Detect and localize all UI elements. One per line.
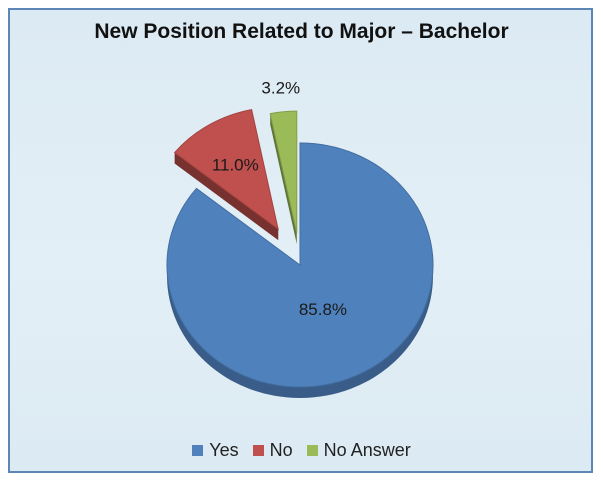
data-label-no-answer: 3.2%	[261, 79, 300, 98]
legend-swatch-no	[252, 445, 264, 456]
legend-item-no: No	[252, 440, 293, 461]
data-label-yes: 85.8%	[299, 300, 347, 319]
slice-no	[173, 108, 279, 231]
chart-title: New Position Related to Major – Bachelor	[94, 20, 509, 43]
data-label-no: 11.0%	[212, 156, 259, 175]
slice-yes	[166, 142, 434, 388]
legend-item-no-answer: No Answer	[306, 440, 411, 461]
legend-label-no-answer: No Answer	[323, 440, 411, 460]
legend-label-no: No	[269, 440, 293, 460]
legend-swatch-no-answer	[306, 445, 318, 456]
slice-no-answer	[269, 110, 298, 234]
slice-no-answer-side-edge-start	[270, 113, 297, 245]
legend-label-yes: Yes	[209, 440, 239, 460]
legend-item-yes: Yes	[192, 440, 239, 461]
legend-swatch-yes	[192, 445, 204, 456]
chart-legend: Yes No No Answer	[0, 440, 603, 461]
slice-no-side-edge-start	[174, 152, 279, 241]
